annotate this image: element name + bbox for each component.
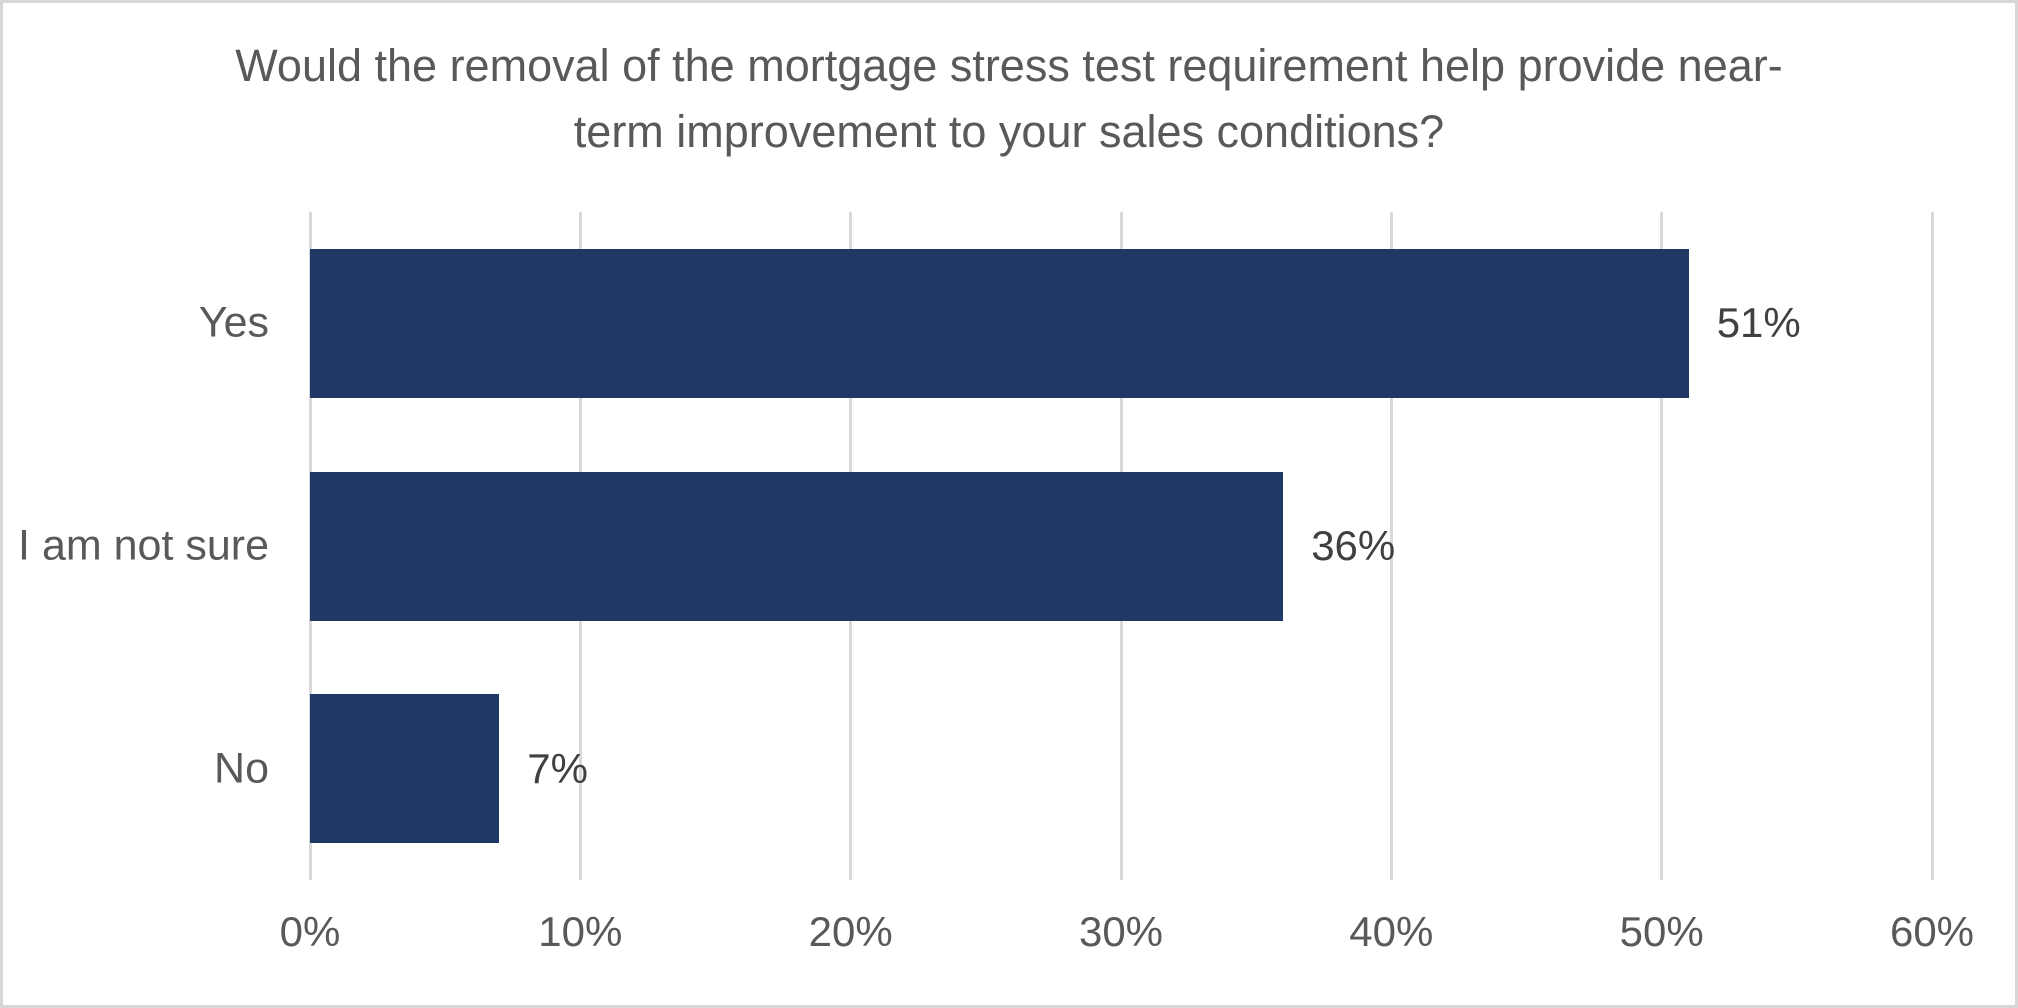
bar-i-am-not-sure [310,471,1284,621]
x-tick-label: 50% [1619,908,1704,955]
bar-yes [310,248,1689,398]
category-label: I am not sure [18,521,269,570]
gridline-40% [1389,212,1393,880]
bar-no [310,694,500,844]
x-tick-label: 60% [1889,908,1975,955]
x-tick-label: 40% [1349,908,1434,955]
chart-title: Would the removal of the mortgage stress… [235,40,1783,157]
x-tick-label: 30% [1078,908,1164,955]
x-tick-label: 20% [808,908,893,955]
x-tick-label: 10% [538,908,623,955]
value-label: 36% [1311,522,1396,569]
value-label: 7% [527,744,588,792]
plot-area: 51% 36% 7% [308,212,1934,880]
gridline-60% [1930,212,1934,880]
value-label: 51% [1716,299,1801,347]
x-tick-label: 0% [279,908,341,955]
category-label: No [214,744,269,793]
category-label: Yes [198,298,269,347]
gridline-50% [1660,212,1664,880]
